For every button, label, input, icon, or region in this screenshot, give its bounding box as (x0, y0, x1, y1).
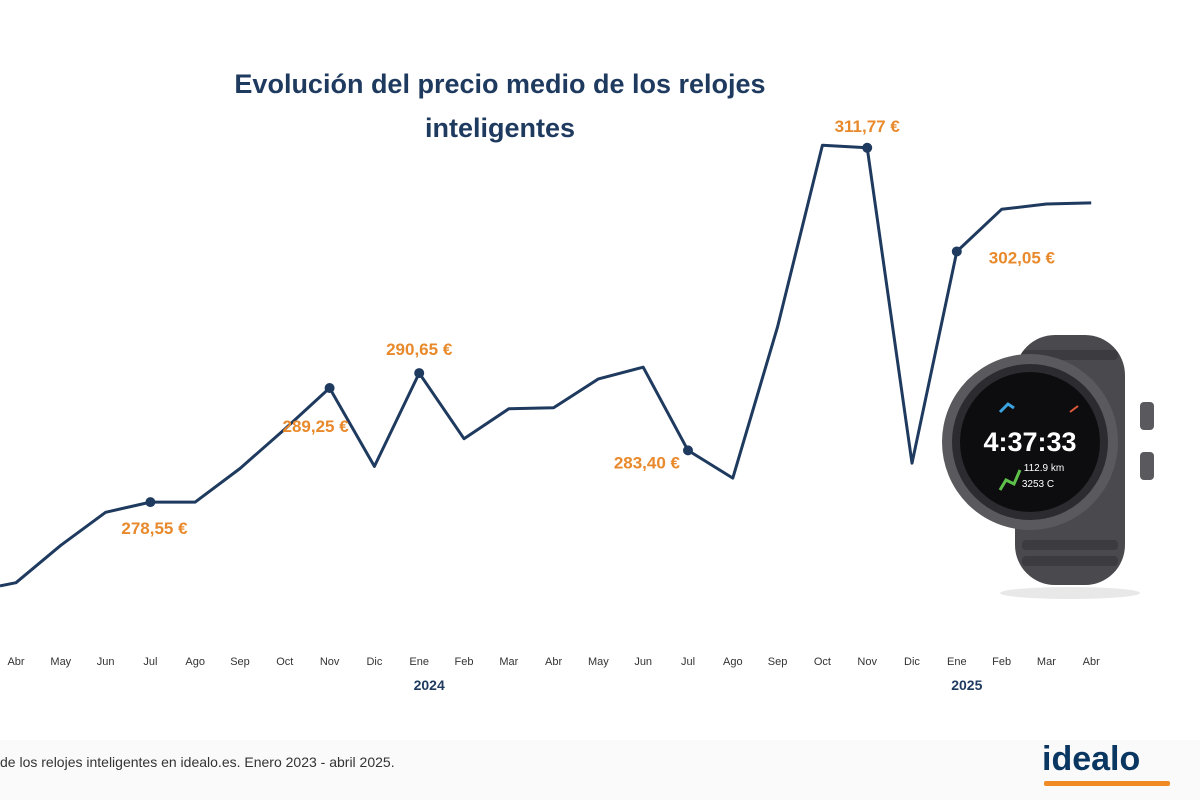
watch-time: 4:37:33 (983, 427, 1076, 457)
x-tick-label: Abr (545, 656, 562, 668)
x-tick-label: Dic (366, 656, 382, 668)
x-tick-label: Sep (768, 656, 788, 668)
x-tick-label: Ene (947, 656, 967, 668)
x-tick-label: May (588, 656, 609, 668)
x-tick-label: Nov (857, 656, 877, 668)
x-tick-label: Ene (409, 656, 429, 668)
annotated-point (145, 497, 156, 508)
x-tick-label: Nov (320, 656, 340, 668)
smartwatch-illustration: 4:37:33 112.9 km 3253 C (942, 335, 1154, 599)
x-tick-label: Mar (499, 656, 518, 668)
chart-title: Evolución del precio medio de los reloje… (234, 69, 766, 143)
x-tick-label: Abr (1083, 656, 1100, 668)
idealo-logo-underline (1044, 781, 1170, 786)
source-note: de los relojes inteligentes en idealo.es… (0, 754, 395, 770)
x-year-label: 2024 (414, 677, 445, 693)
data-label: 283,40 € (614, 453, 681, 472)
annotated-point (862, 142, 873, 153)
watch-calories: 3253 C (1022, 479, 1054, 490)
x-tick-label: Ago (185, 656, 205, 668)
data-label: 278,55 € (121, 519, 188, 538)
data-label: 302,05 € (989, 248, 1056, 267)
data-label: 289,25 € (283, 417, 350, 436)
x-tick-label: Feb (455, 656, 474, 668)
data-label: 311,77 € (835, 117, 901, 136)
x-tick-label: Abr (7, 656, 24, 668)
annotated-point (951, 246, 962, 257)
chart-marks: 278,55 € 289,25 € 290,65 € 283,40 € 311,77 €… (0, 117, 1092, 588)
x-tick-label: Oct (276, 656, 293, 668)
x-tick-label: Mar (1037, 656, 1056, 668)
annotated-point (414, 368, 425, 379)
x-axis-tick-labels: Abr May Jun Jul Ago Sep Oct Nov Dic Ene Feb Mar Abr M… (7, 656, 1100, 693)
footer (0, 740, 1200, 800)
x-tick-label: Jul (681, 656, 695, 668)
watch-screen (960, 372, 1100, 512)
price-series-line (0, 143, 1092, 588)
idealo-logo: idealo (1042, 740, 1141, 778)
x-tick-label: Jun (97, 656, 115, 668)
x-tick-label: Jul (143, 656, 157, 668)
line-chart: 278,55 € 289,25 € 290,65 € 283,40 € 311,77 €… (0, 117, 1154, 693)
watch-distance: 112.9 km (1024, 463, 1064, 474)
x-tick-label: Feb (992, 656, 1011, 668)
x-tick-label: Sep (230, 656, 250, 668)
annotated-point (324, 383, 335, 393)
x-tick-label: Dic (904, 656, 920, 668)
x-year-label: 2025 (951, 677, 982, 693)
x-tick-label: Oct (814, 656, 831, 668)
x-tick-label: Jun (634, 656, 652, 668)
x-tick-label: May (50, 656, 71, 668)
data-label: 290,65 € (386, 340, 453, 359)
annotated-point (683, 445, 693, 456)
watch-button (1140, 402, 1154, 430)
x-tick-label: Ago (723, 656, 743, 668)
